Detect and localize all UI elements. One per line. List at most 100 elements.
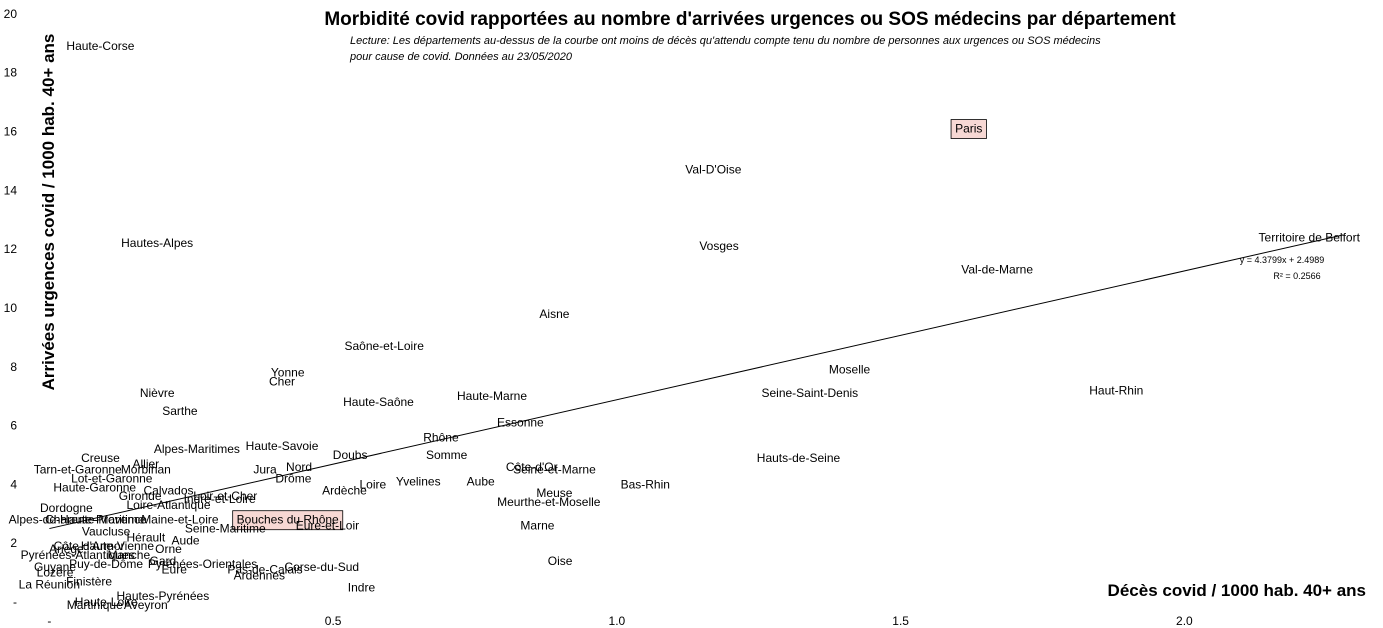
point-label: Rhône <box>423 430 459 444</box>
y-tick-label: 20 <box>4 7 18 21</box>
point-label: Loir-et-Cher <box>193 489 257 503</box>
x-tick-label: 2.0 <box>1176 614 1193 628</box>
point-label: Hauts-de-Seine <box>757 451 841 465</box>
point-label: Vosges <box>699 239 738 253</box>
point-label: Haute-Garonne <box>53 480 136 494</box>
point-label: Gard <box>150 554 177 568</box>
y-tick-label: 16 <box>4 124 18 138</box>
point-label: Loire <box>359 477 386 491</box>
point-label: Aube <box>467 474 495 488</box>
y-tick-label: 14 <box>4 183 18 197</box>
point-label: Val-de-Marne <box>961 263 1033 277</box>
point-label: Alpes-Maritimes <box>154 442 240 456</box>
point-label: Hérault <box>126 530 165 544</box>
point-label: Eure <box>162 563 188 577</box>
point-label: Essonne <box>497 416 544 430</box>
point-label: Oise <box>548 554 573 568</box>
point-label: Cher <box>269 374 295 388</box>
trendline-group: y = 4.3799x + 2.4989 R² = 0.2566 <box>49 234 1344 530</box>
trendline <box>49 234 1344 530</box>
point-label: Hautes-Alpes <box>121 236 193 250</box>
y-tick-label: 4 <box>10 477 17 491</box>
point-label: La Réunion <box>19 577 80 591</box>
x-tick-label: - <box>47 614 51 628</box>
axis-ticks: - 0.5 1.0 1.5 2.0 - 2 4 6 8 10 12 14 16 18 20 <box>4 7 1193 628</box>
point-label: Calvados <box>144 483 194 497</box>
point-label: Ariège <box>49 542 84 556</box>
point-label: Indre <box>348 580 376 594</box>
x-tick-label: 1.0 <box>609 614 626 628</box>
trendline-r2: R² = 0.2566 <box>1273 271 1320 281</box>
point-label: Ardennes <box>234 569 285 583</box>
point-label: Haute-Vienne <box>81 539 154 553</box>
point-label: Corse-du-Sud <box>284 560 359 574</box>
point-label: Puy-de-Dôme <box>69 557 143 571</box>
point-label: Seine-Maritime <box>185 522 266 536</box>
point-label: Drôme <box>275 472 311 486</box>
point-label: Nord <box>286 460 312 474</box>
chart-subtitle-line-2: pour cause de covid. Données au 23/05/20… <box>349 51 573 63</box>
point-label: Aisne <box>539 307 569 321</box>
point-label: Orne <box>155 542 182 556</box>
point-label: Martinique <box>67 598 123 612</box>
point-label: Hautes-Pyrénées <box>116 589 209 603</box>
point-label: Meuse <box>536 486 572 500</box>
point-label: Gironde <box>119 489 162 503</box>
point-label: Indre-et-Loire <box>184 492 256 506</box>
highlight-box <box>232 510 344 531</box>
highlight-box <box>950 119 987 139</box>
point-label: Côte-d'Or <box>506 460 558 474</box>
point-label: Seine-Saint-Denis <box>761 386 858 400</box>
point-label: Finistère <box>66 574 112 588</box>
point-label: Pas-de-Calais <box>227 563 302 577</box>
point-label: Lot-et-Garonne <box>71 472 153 486</box>
point-label: Aude <box>172 533 200 547</box>
y-tick-label: 8 <box>10 360 17 374</box>
point-label: Haute-Saône <box>343 395 414 409</box>
point-label: Morbihan <box>121 463 171 477</box>
point-label: Alpes-de-Haute-Provence <box>9 513 147 527</box>
point-label: Marne <box>520 519 554 533</box>
point-label: Val-D'Oise <box>685 163 741 177</box>
point-label: Territoire de Belfort <box>1259 230 1361 244</box>
y-tick-label: 12 <box>4 242 18 256</box>
point-label: Eure-et-Loir <box>296 519 359 533</box>
point-label: Maine-et-Loire <box>141 513 219 527</box>
x-axis-title: Décès covid / 1000 hab. 40+ ans <box>1108 581 1366 600</box>
point-label: Manche <box>107 548 150 562</box>
point-label: Nièvre <box>140 386 175 400</box>
data-labels: Haute-Corse Paris Val-D'Oise Territoire de … <box>9 39 1361 612</box>
y-axis-title: Arrivées urgences covid / 1000 hab. 40+ … <box>39 34 58 391</box>
point-label: Doubs <box>333 448 368 462</box>
point-label: Yonne <box>271 366 305 380</box>
point-label: Haute-Marne <box>457 389 527 403</box>
point-label: Seine-et-Marne <box>513 463 596 477</box>
point-label: Haut-Rhin <box>1089 383 1143 397</box>
point-label: Charente-Maritime <box>45 513 145 527</box>
point-label: Ardèche <box>322 483 367 497</box>
y-tick-label: - <box>13 595 17 609</box>
y-tick-label: 18 <box>4 66 18 80</box>
point-label: Dordogne <box>40 501 93 515</box>
point-label: Yvelines <box>396 474 441 488</box>
point-label: Somme <box>426 448 468 462</box>
point-label: Haute-Loire <box>75 595 138 609</box>
point-label: Guyane <box>34 560 76 574</box>
point-label: Aveyron <box>124 598 168 612</box>
x-tick-label: 1.5 <box>892 614 909 628</box>
point-label: Meurthe-et-Moselle <box>497 495 601 509</box>
point-label: Tarn-et-Garonne <box>34 463 122 477</box>
point-label: Sarthe <box>162 404 198 418</box>
point-label: Jura <box>253 463 277 477</box>
point-label: Lozère <box>37 566 74 580</box>
point-label: Allier <box>132 457 159 471</box>
point-label: Bouches du Rhône <box>237 513 339 527</box>
chart-title: Morbidité covid rapportées au nombre d'a… <box>324 9 1176 30</box>
x-tick-label: 0.5 <box>325 614 342 628</box>
point-label: Pyrénées-Atlantiques <box>21 548 135 562</box>
trendline-equation: y = 4.3799x + 2.4989 <box>1240 255 1325 265</box>
y-tick-label: 2 <box>10 536 17 550</box>
point-label: Loire-Atlantique <box>126 498 210 512</box>
point-label: Vaucluse <box>82 524 131 538</box>
point-label: Moselle <box>829 363 871 377</box>
